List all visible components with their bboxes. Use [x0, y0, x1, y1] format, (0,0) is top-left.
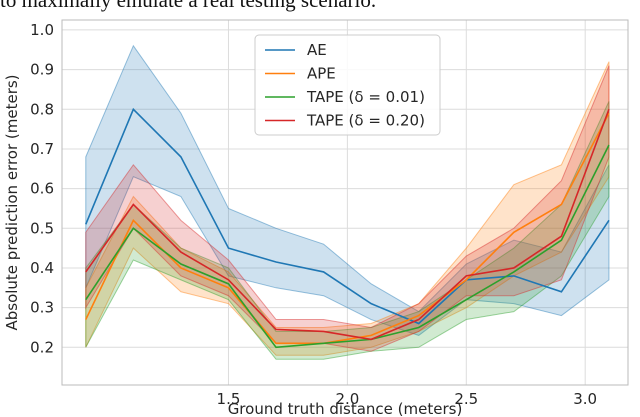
- y-tick-label: 0.8: [30, 100, 54, 118]
- legend-label: TAPE (δ = 0.01): [306, 88, 425, 106]
- confidence-band: [85, 61, 610, 356]
- series-line: [85, 112, 610, 345]
- legend-label: TAPE (δ = 0.20): [306, 112, 425, 130]
- series-line: [85, 108, 610, 341]
- legend-label: APE: [307, 65, 336, 83]
- caption-fragment: to maximally emulate a real testing scen…: [0, 0, 376, 12]
- y-tick-label: 0.7: [30, 140, 54, 158]
- y-tick-label: 0.6: [30, 180, 54, 198]
- x-tick-label: 2.0: [335, 390, 359, 408]
- confidence-band: [85, 44, 610, 336]
- confidence-band: [85, 65, 610, 352]
- y-tick-label: 0.2: [30, 338, 54, 356]
- legend-box: [254, 34, 441, 136]
- x-axis-label: Ground truth distance (meters): [228, 400, 463, 417]
- y-tick-label: 0.9: [30, 61, 54, 79]
- x-tick-label: 2.5: [454, 390, 478, 408]
- legend: AE APE TAPE (δ = 0.01) TAPE (δ = 0.20): [254, 34, 441, 136]
- y-tick-label: 0.3: [30, 299, 54, 317]
- plot-frame: [61, 19, 629, 386]
- x-tick-label: 1.5: [217, 390, 241, 408]
- series-line: [85, 107, 610, 325]
- confidence-band: [85, 101, 610, 360]
- series-line: [85, 144, 610, 349]
- legend-label: AE: [307, 41, 327, 59]
- y-axis-label: Absolute prediction error (meters): [3, 74, 21, 330]
- y-tick-label: 1.0: [30, 21, 54, 39]
- x-tick-label: 3.0: [573, 390, 597, 408]
- y-tick-label: 0.4: [30, 259, 54, 277]
- y-tick-label: 0.5: [30, 219, 54, 237]
